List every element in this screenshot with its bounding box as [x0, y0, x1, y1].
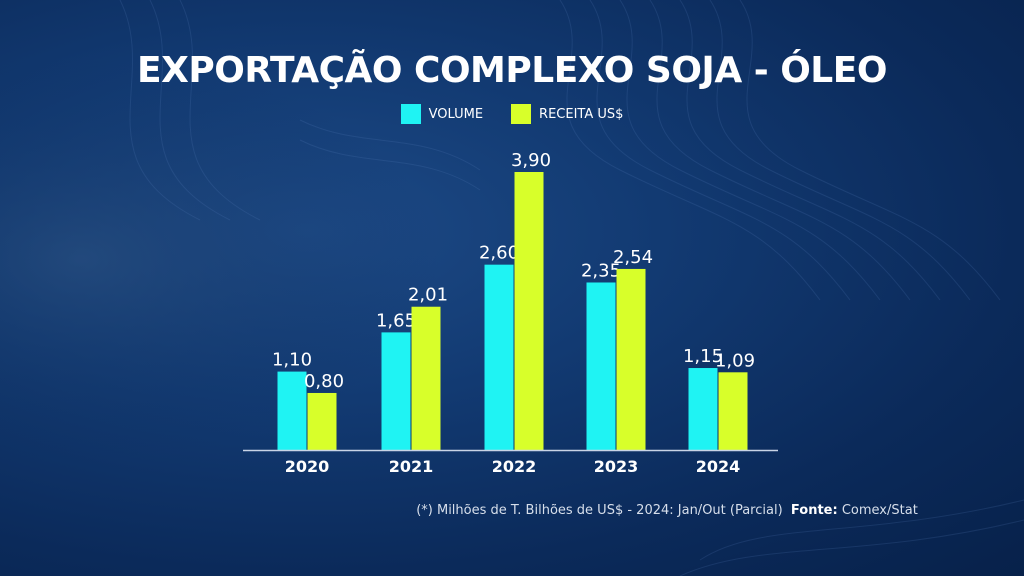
data-label-volume-2023: 2,35 — [581, 260, 621, 281]
bar-receita-2020 — [307, 392, 337, 450]
data-label-receita-2023: 2,54 — [613, 247, 653, 268]
footnote: (*) Milhões de T. Bilhões de US$ - 2024:… — [0, 503, 1024, 518]
legend-label-volume: VOLUME — [428, 106, 484, 122]
bar-volume-2023 — [586, 282, 616, 450]
data-label-volume-2020: 1,10 — [272, 350, 312, 371]
data-label-volume-2021: 1,65 — [376, 310, 416, 331]
x-tick-label-2020: 2020 — [285, 457, 330, 476]
bar-receita-2023 — [616, 268, 646, 450]
data-label-receita-2021: 2,01 — [408, 285, 448, 306]
chart-legend: VOLUME RECEITA US$ — [0, 104, 1024, 124]
chart-title: EXPORTAÇÃO COMPLEXO SOJA - ÓLEO — [137, 50, 887, 91]
legend-swatch-volume — [400, 104, 421, 124]
x-tick-label-2021: 2021 — [389, 457, 434, 476]
data-label-volume-2022: 2,60 — [479, 243, 519, 264]
bar-volume-2022 — [484, 264, 514, 450]
legend-swatch-receita — [511, 104, 532, 124]
bar-volume-2021 — [381, 332, 411, 450]
bar-receita-2024 — [718, 372, 748, 450]
legend-item-volume: VOLUME — [400, 104, 484, 124]
x-tick-label-2024: 2024 — [696, 457, 741, 476]
bar-receita-2022 — [514, 172, 544, 450]
bar-volume-2020 — [277, 371, 307, 450]
source-label: Fonte: — [790, 503, 838, 518]
data-label-volume-2024: 1,15 — [683, 346, 723, 367]
source-value: Comex/Stat — [841, 503, 918, 518]
data-label-receita-2024: 1,09 — [715, 350, 755, 371]
footnote-text: (*) Milhões de T. Bilhões de US$ - 2024:… — [416, 503, 783, 518]
legend-label-receita: RECEITA US$ — [539, 106, 624, 122]
x-tick-label-2023: 2023 — [594, 457, 639, 476]
bar-receita-2021 — [411, 306, 441, 450]
bar-volume-2024 — [688, 368, 718, 450]
data-label-receita-2022: 3,90 — [511, 150, 551, 171]
x-tick-label-2022: 2022 — [492, 457, 537, 476]
data-label-receita-2020: 0,80 — [304, 371, 344, 392]
legend-item-receita: RECEITA US$ — [511, 104, 623, 124]
